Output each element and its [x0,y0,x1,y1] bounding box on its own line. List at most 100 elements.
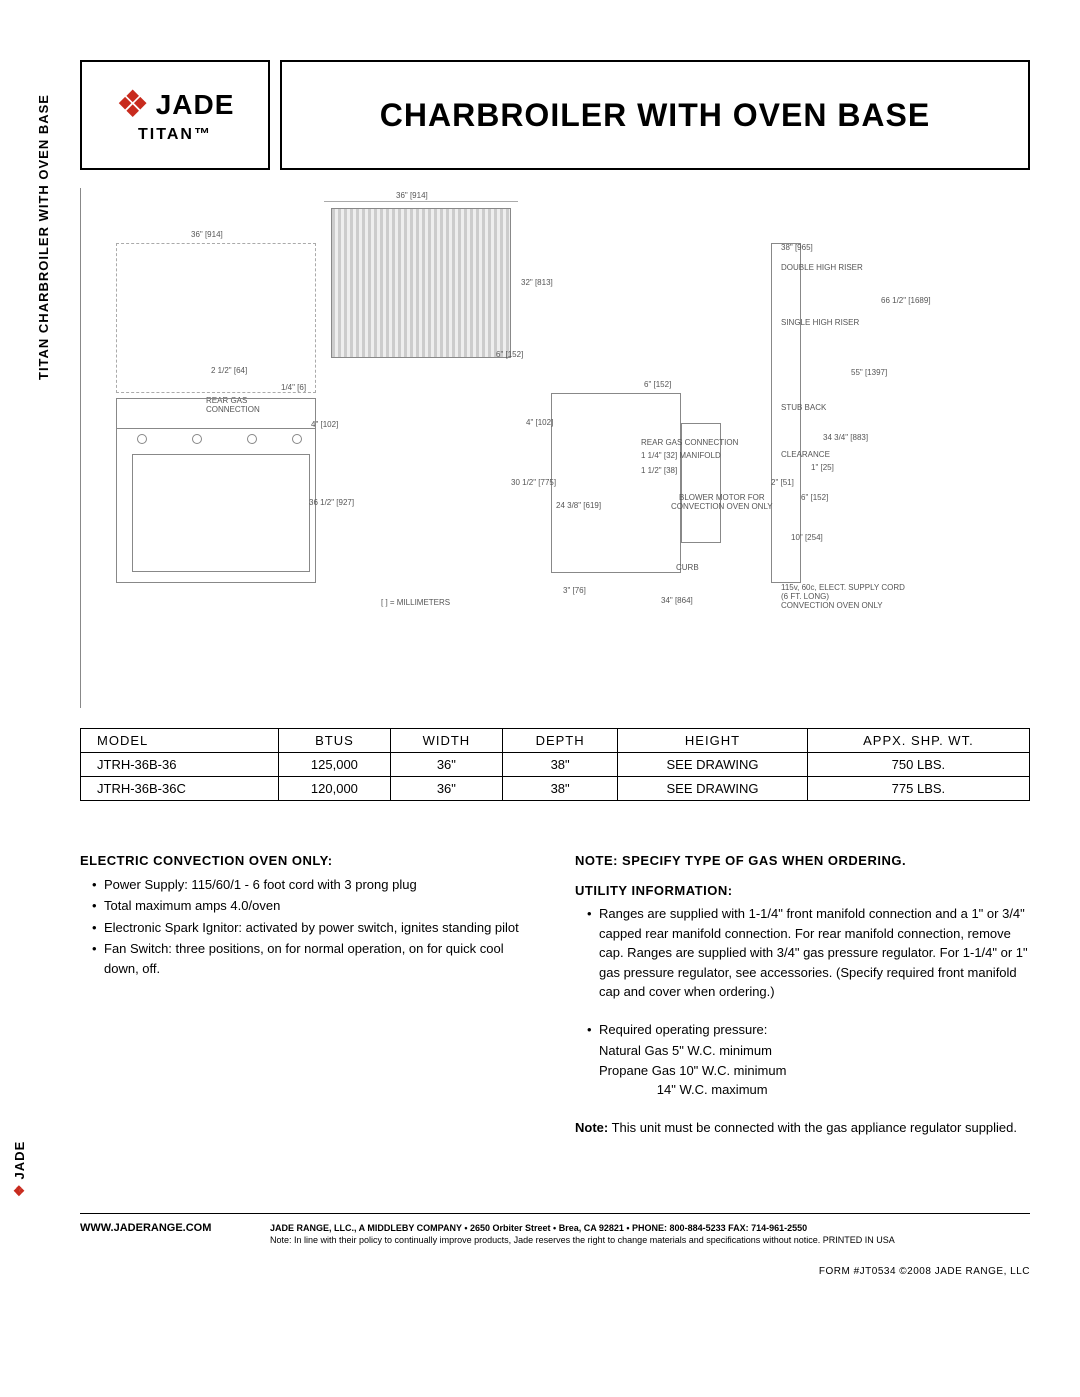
flame-icon: ❖ [116,86,150,124]
col-depth: DEPTH [503,729,618,753]
dim-label: CURB [676,563,699,572]
footer-text: JADE RANGE, LLC., A MIDDLEBY COMPANY • 2… [270,1222,1030,1247]
dim-label: 1 1/4" [32] MANIFOLD [641,451,721,460]
dim-label: 55" [1397] [851,368,887,377]
dim-label: 66 1/2" [1689] [881,296,931,305]
dim-label: 38" [965] [781,243,813,252]
cell: 38" [503,777,618,801]
dim-label: 6" [152] [801,493,828,502]
info-columns: ELECTRIC CONVECTION OVEN ONLY: Power Sup… [80,851,1030,1137]
cell: JTRH-36B-36 [81,753,279,777]
knob-icon [192,434,202,444]
right-heading1: NOTE: SPECIFY TYPE OF GAS WHEN ORDERING. [575,851,1030,871]
dim-label: 6" [152] [644,380,671,389]
dim-label: 1 1/2" [38] [641,466,677,475]
side-body [551,393,681,573]
dim-label: 32" [813] [521,278,553,287]
note-block: Note: This unit must be connected with t… [575,1118,1030,1138]
footer: WWW.JADERANGE.COM JADE RANGE, LLC., A MI… [80,1213,1030,1247]
cell: 775 LBS. [807,777,1029,801]
title-box: CHARBROILER WITH OVEN BASE [280,60,1030,170]
side-view [521,383,861,593]
col-width: WIDTH [390,729,502,753]
list-item: Required operating pressure: [587,1020,1030,1040]
brand-name: JADE [156,89,235,121]
col-btus: BTUS [279,729,390,753]
technical-drawing: 36" [914] 32" [813] 6" [152] 36" [914] 2… [80,188,1030,708]
cell: 125,000 [279,753,390,777]
dim-label: 34 3/4" [883] [823,433,868,442]
cell: 38" [503,753,618,777]
stove-top [117,399,315,429]
oven-door [132,454,310,572]
list-item: Power Supply: 115/60/1 - 6 foot cord wit… [92,875,535,895]
knob-icon [292,434,302,444]
flame-icon: ❖ [11,1183,28,1197]
table-row: JTRH-36B-36C 120,000 36" 38" SEE DRAWING… [81,777,1030,801]
dim-label: 115v, 60c, ELECT. SUPPLY CORD (6 FT. LON… [781,583,905,610]
knob-icon [137,434,147,444]
cell: 750 LBS. [807,753,1029,777]
dim-label: 30 1/2" [775] [511,478,556,487]
brand-sub: TITAN™ [138,126,212,144]
dim-label: 1" [25] [811,463,834,472]
dim-label: 3" [76] [563,586,586,595]
sub-line: 14" W.C. maximum [599,1080,1030,1100]
side-brand: JADE [12,1141,27,1180]
page-title: CHARBROILER WITH OVEN BASE [380,97,930,134]
dim-label: 4" [102] [526,418,553,427]
list-item: Ranges are supplied with 1-1/4" front ma… [587,904,1030,1002]
logo-box: ❖ JADE TITAN™ [80,60,270,170]
dim-label: DOUBLE HIGH RISER [781,263,863,272]
sub-line: Propane Gas 10" W.C. minimum [599,1061,1030,1081]
sub-lines: Natural Gas 5" W.C. minimum Propane Gas … [575,1041,1030,1100]
dim-label: BLOWER MOTOR FOR CONVECTION OVEN ONLY [671,493,773,511]
col-model: MODEL [81,729,279,753]
col-weight: APPX. SHP. WT. [807,729,1029,753]
left-heading: ELECTRIC CONVECTION OVEN ONLY: [80,851,535,871]
dim-label: 2 1/2" [64] [211,366,247,375]
cell: 36" [390,777,502,801]
table-header-row: MODEL BTUS WIDTH DEPTH HEIGHT APPX. SHP.… [81,729,1030,753]
dim-label: SINGLE HIGH RISER [781,318,859,327]
dim-label: 24 3/8" [619] [556,501,601,510]
spec-table: MODEL BTUS WIDTH DEPTH HEIGHT APPX. SHP.… [80,728,1030,801]
dim-label: STUB BACK [781,403,826,412]
dim-label: 1/4" [6] [281,383,306,392]
cell: SEE DRAWING [618,777,808,801]
note-label: Note: [575,1120,608,1135]
dim-label: REAR GAS CONNECTION [641,438,738,447]
front-view [116,398,316,583]
sub-line: Natural Gas 5" W.C. minimum [599,1041,1030,1061]
side-title: TITAN CHARBROILER WITH OVEN BASE [36,94,51,380]
right-heading2: UTILITY INFORMATION: [575,881,1030,901]
cell: JTRH-36B-36C [81,777,279,801]
riser [771,243,801,583]
table-row: JTRH-36B-36 125,000 36" 38" SEE DRAWING … [81,753,1030,777]
dim-label: CLEARANCE [781,450,830,459]
col-height: HEIGHT [618,729,808,753]
dim-label: 6" [152] [496,350,523,359]
dim-label: 2" [51] [771,478,794,487]
dim-label: 36 1/2" [927] [309,498,354,507]
right-info: NOTE: SPECIFY TYPE OF GAS WHEN ORDERING.… [575,851,1030,1137]
top-view [331,208,511,358]
dim-label: [ ] = MILLIMETERS [381,598,450,607]
cell: SEE DRAWING [618,753,808,777]
dim-label: 34" [864] [661,596,693,605]
header-row: ❖ JADE TITAN™ CHARBROILER WITH OVEN BASE [80,60,1030,170]
list-item: Electronic Spark Ignitor: activated by p… [92,918,535,938]
side-logo: ❖ JADE [11,1141,28,1197]
form-number: FORM #JT0534 ©2008 JADE RANGE, LLC [819,1266,1030,1277]
left-info: ELECTRIC CONVECTION OVEN ONLY: Power Sup… [80,851,535,1137]
cell: 36" [390,753,502,777]
footer-url: WWW.JADERANGE.COM [80,1222,250,1247]
cell: 120,000 [279,777,390,801]
dim-label: 36" [914] [191,230,223,239]
list-item: Total maximum amps 4.0/oven [92,896,535,916]
footer-address: JADE RANGE, LLC., A MIDDLEBY COMPANY • 2… [270,1222,1030,1235]
dim-label: 10" [254] [791,533,823,542]
list-item: Fan Switch: three positions, on for norm… [92,939,535,978]
dim-label: 36" [914] [396,191,428,200]
knob-icon [247,434,257,444]
